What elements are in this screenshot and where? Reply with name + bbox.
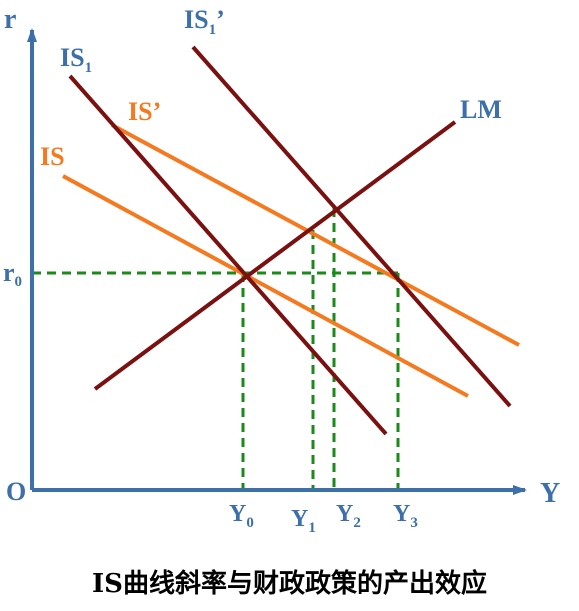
lm-curve: [93, 120, 457, 391]
y2-tick-label: Y2: [336, 501, 361, 531]
is-prime-curve: [111, 123, 520, 347]
is1-curve: [68, 74, 388, 436]
is-lm-diagram: r Y O r0 IS1’ IS1 IS’ IS LM Y0 Y1 Y2 Y3: [3, 4, 560, 536]
r0-label: r0: [3, 258, 22, 290]
y0-tick-label: Y0: [229, 501, 254, 531]
guide-lines: [32, 208, 400, 490]
lm-label: LM: [460, 95, 502, 124]
is-prime-label: IS’: [128, 97, 161, 126]
y-axis-label: r: [4, 4, 16, 35]
is-curve: [62, 174, 469, 398]
is1-prime-curve: [191, 45, 512, 408]
is-label: IS: [40, 142, 65, 171]
origin-label: O: [6, 477, 26, 506]
y1-tick-label: Y1: [291, 506, 316, 536]
is1-prime-label: IS1’: [184, 5, 225, 38]
is1-label: IS1: [60, 43, 92, 76]
x-axis-label: Y: [540, 478, 560, 509]
y3-tick-label: Y3: [393, 501, 418, 531]
figure-caption: IS曲线斜率与财政政策的产出效应: [92, 569, 487, 599]
